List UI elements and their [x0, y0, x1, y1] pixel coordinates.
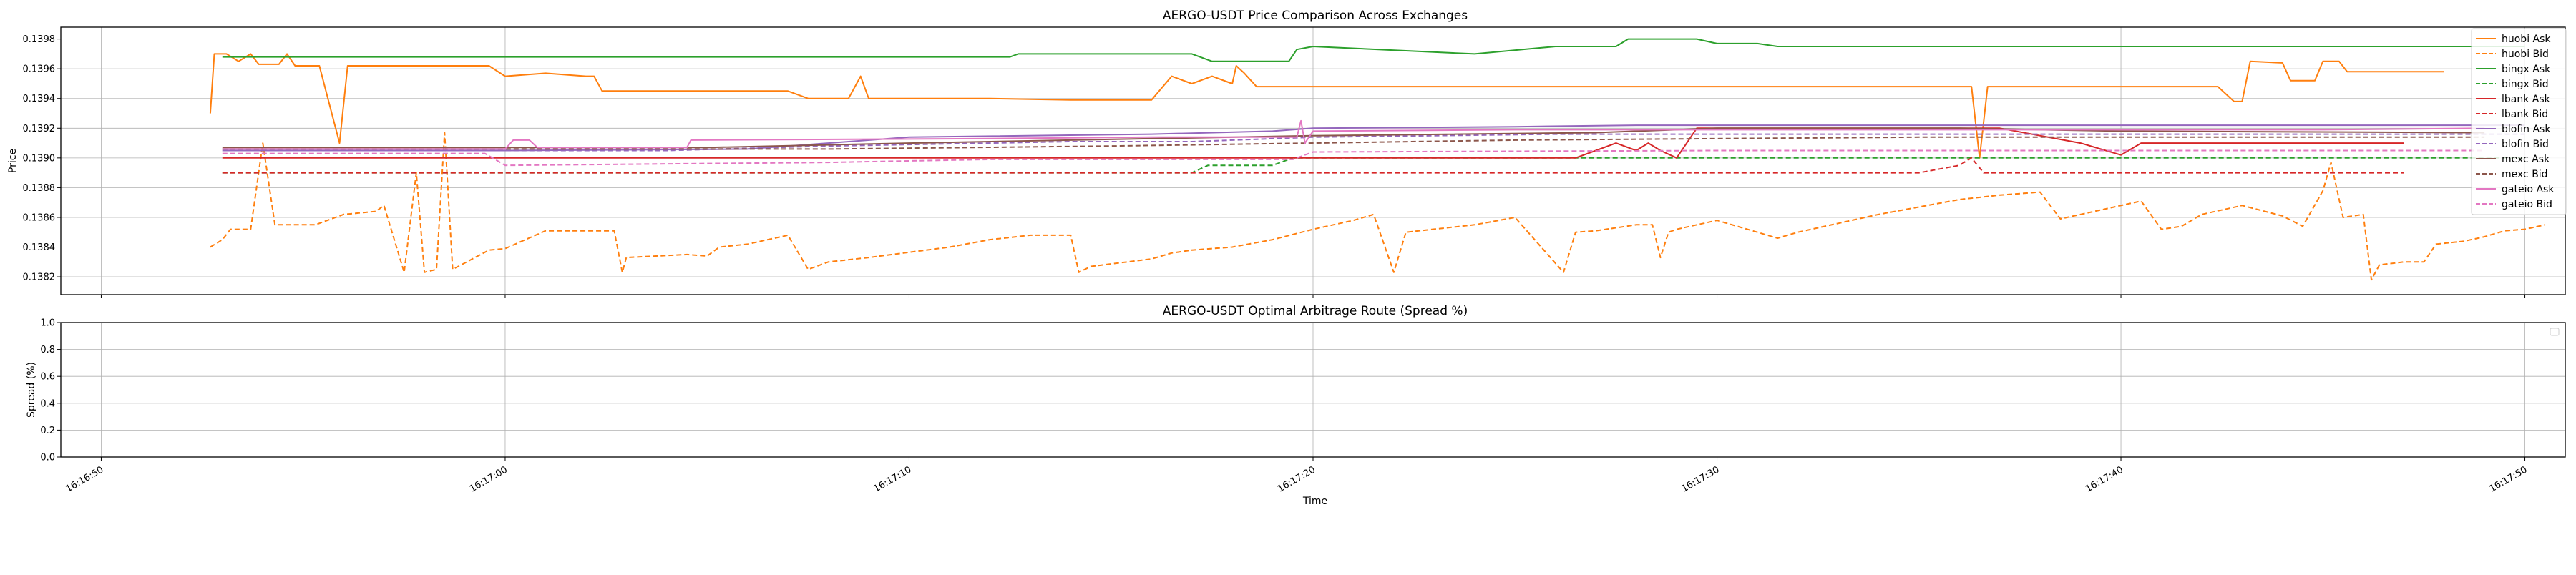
series-line-lbank-bid: [222, 157, 2404, 174]
empty-legend-box: [2550, 328, 2560, 336]
price-y-tick-label: 0.1396: [23, 64, 56, 75]
series-line-mexc-bid: [222, 136, 2485, 150]
legend-box: [2471, 28, 2567, 215]
spread-y-tick-label: 0.4: [40, 398, 55, 409]
price-y-tick-label: 0.1386: [23, 212, 56, 223]
price-y-ticks: 0.1382 0.1384 0.1386 0.1388 0.1390 0.1392 0.13…: [23, 34, 61, 283]
price-y-tick-label: 0.1390: [23, 153, 56, 164]
legend-label: huobi Ask: [2502, 34, 2551, 45]
spread-x-axis-label: Time: [1302, 496, 1327, 507]
price-y-axis-label: Price: [7, 149, 19, 173]
legend-label: huobi Bid: [2502, 49, 2549, 60]
legend-label: blofin Ask: [2502, 124, 2551, 135]
spread-chart-title: AERGO-USDT Optimal Arbitrage Route (Spre…: [1163, 304, 1468, 318]
price-y-tick-label: 0.1388: [23, 183, 56, 194]
price-y-tick-label: 0.1384: [23, 242, 56, 253]
series-line-lbank-ask: [222, 127, 2404, 159]
price-comparison-panel: AERGO-USDT Price Comparison Across Excha…: [7, 9, 2567, 298]
series-line-gateio-ask: [222, 119, 2485, 150]
series-line-bingx-ask: [222, 38, 2525, 62]
price-y-tick-label: 0.1392: [23, 124, 56, 134]
series-line-gateio-bid: [222, 149, 2485, 167]
legend-label: blofin Bid: [2502, 139, 2549, 150]
spread-y-tick-label: 0.2: [40, 426, 55, 436]
price-chart-title: AERGO-USDT Price Comparison Across Excha…: [1163, 9, 1468, 23]
price-x-ticks: [100, 295, 2526, 298]
series-line-bingx-bid: [222, 157, 2525, 174]
legend-label: lbank Bid: [2502, 109, 2548, 120]
price-series-lines: [209, 38, 2546, 281]
legend-label: mexc Ask: [2502, 154, 2550, 165]
legend-label: mexc Bid: [2502, 169, 2548, 180]
legend-label: bingx Bid: [2502, 79, 2549, 90]
spread-y-tick-label: 0.6: [40, 372, 55, 383]
series-line-huobi-bid: [210, 132, 2546, 281]
spread-y-axis-label: Spread (%): [26, 362, 37, 418]
price-y-tick-label: 0.1398: [23, 34, 56, 45]
legend: huobi Ask huobi Bid bingx Ask bingx Bid lban…: [2471, 28, 2567, 215]
price-y-tick-label: 0.1394: [23, 94, 56, 104]
spread-y-tick-label: 0.0: [40, 453, 55, 463]
series-line-blofin-ask: [222, 124, 2525, 152]
legend-label: gateio Ask: [2502, 184, 2555, 195]
spread-y-tick-label: 0.8: [40, 345, 55, 355]
spread-y-tick-label: 1.0: [40, 318, 55, 329]
legend-label: gateio Bid: [2502, 199, 2552, 210]
price-y-tick-label: 0.1382: [23, 272, 56, 283]
spread-y-ticks: 0.0 0.2 0.4 0.6 0.8 1.0: [40, 318, 61, 463]
legend-label: lbank Ask: [2502, 94, 2551, 105]
series-line-huobi-ask: [209, 53, 2444, 159]
legend-label: bingx Ask: [2502, 64, 2551, 75]
